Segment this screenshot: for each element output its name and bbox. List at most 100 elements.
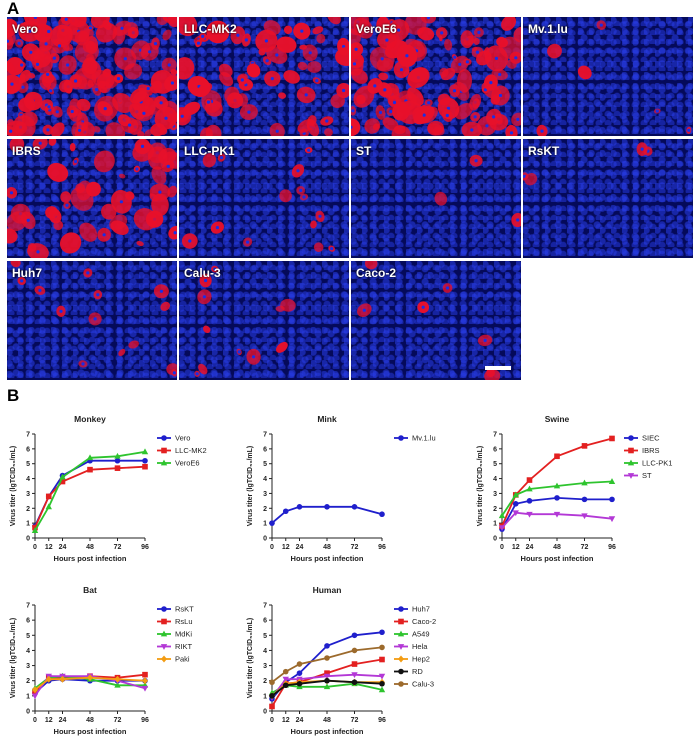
series-paki: [32, 674, 148, 694]
nucleus: [20, 63, 24, 67]
nucleus: [494, 56, 498, 61]
stained-cell: [76, 180, 93, 201]
micrograph-veroe6: VeroE6: [351, 17, 521, 136]
nucleus: [389, 109, 393, 114]
nucleus: [158, 190, 162, 194]
y-tick-label: 4: [263, 648, 267, 655]
series-siec: [499, 495, 615, 532]
stained-cell: [13, 115, 36, 136]
nucleus: [300, 29, 304, 33]
x-axis-label: Hours post infection: [291, 727, 364, 736]
nucleus: [275, 129, 279, 133]
stained-cell: [454, 102, 473, 120]
data-point: [45, 493, 52, 500]
data-point: [87, 466, 93, 473]
stained-cell: [434, 191, 448, 206]
stained-cell: [324, 128, 333, 136]
stained-cell: [128, 340, 140, 349]
y-tick-label: 2: [263, 678, 267, 685]
legend-marker: [161, 606, 167, 612]
data-point: [351, 679, 358, 686]
nucleus: [244, 38, 248, 42]
data-point: [282, 676, 289, 683]
nucleus: [64, 17, 68, 21]
stained-cell: [376, 17, 390, 34]
nucleus: [446, 106, 451, 110]
nucleus: [422, 113, 426, 117]
data-point: [269, 703, 275, 710]
y-tick-label: 0: [493, 536, 497, 543]
stained-cell: [110, 220, 129, 235]
stained-cell: [102, 20, 112, 31]
stained-cell: [437, 93, 451, 106]
legend-entry: Huh7: [412, 605, 430, 614]
nucleus: [453, 55, 457, 59]
stained-cell: [307, 61, 322, 73]
stained-cell: [147, 146, 168, 170]
nucleus: [180, 114, 184, 118]
nucleus: [47, 105, 51, 109]
legend-entry: Paki: [175, 655, 190, 664]
nucleus: [445, 286, 450, 290]
chart-title: Swine: [545, 414, 570, 424]
micrograph-llc-pk1: LLC-PK1: [179, 139, 349, 258]
nucleus: [509, 131, 514, 135]
data-point: [581, 513, 588, 520]
stained-cell: [236, 93, 249, 107]
nucleus: [299, 188, 303, 192]
x-tick-label: 48: [323, 717, 331, 724]
y-tick-label: 5: [493, 461, 497, 468]
stained-cell: [69, 143, 76, 152]
stained-cell: [50, 122, 65, 136]
data-point: [378, 673, 386, 680]
nucleus: [102, 233, 106, 237]
micrograph-label: ST: [356, 144, 372, 158]
stained-cell: [496, 36, 508, 48]
legend-entry: LLC-PK1: [642, 459, 672, 468]
stained-cell: [283, 70, 300, 84]
nucleus: [445, 113, 449, 118]
legend-marker: [161, 655, 167, 663]
data-point: [59, 473, 66, 480]
stained-cell: [63, 42, 74, 51]
legend-marker: [160, 459, 168, 466]
y-tick-label: 1: [263, 693, 267, 700]
nucleus: [135, 167, 139, 171]
data-point: [512, 501, 519, 507]
stained-cell: [53, 220, 64, 231]
y-axis-label: Virus titer (lgTCID₅₀/mL): [247, 446, 254, 527]
chart-title: Bat: [83, 585, 97, 595]
stained-cell: [205, 124, 222, 136]
nucleus: [29, 50, 33, 54]
stained-cell: [96, 72, 115, 89]
y-tick-label: 1: [493, 521, 497, 528]
nucleus: [74, 79, 78, 83]
y-tick-label: 3: [263, 663, 267, 670]
nucleus: [220, 156, 224, 160]
stain-cells: [194, 265, 296, 377]
y-tick-label: 2: [263, 506, 267, 513]
legend-marker: [160, 630, 168, 637]
nucleus: [215, 226, 219, 230]
nucleus: [55, 110, 59, 114]
y-tick-label: 5: [26, 461, 30, 468]
legend-entry: Calu-3: [412, 680, 434, 689]
legend-entry: Vero: [175, 434, 190, 443]
legend-entry: RIKT: [175, 642, 193, 651]
legend-marker: [398, 655, 404, 663]
micrograph-label: IBRS: [12, 144, 41, 158]
nucleus: [465, 60, 469, 64]
micrograph-vero: Vero: [7, 17, 177, 136]
nucleus: [153, 42, 158, 46]
series-st: [498, 510, 616, 531]
nucleus: [10, 82, 14, 86]
nucleus: [9, 129, 13, 133]
data-point: [512, 491, 519, 498]
nucleus: [66, 63, 70, 67]
y-tick-label: 6: [493, 446, 497, 453]
nucleus: [46, 72, 50, 76]
nucleus: [148, 50, 152, 54]
micrograph-label: Vero: [12, 22, 39, 36]
data-point: [296, 504, 303, 510]
series-veroe6: [31, 448, 149, 533]
